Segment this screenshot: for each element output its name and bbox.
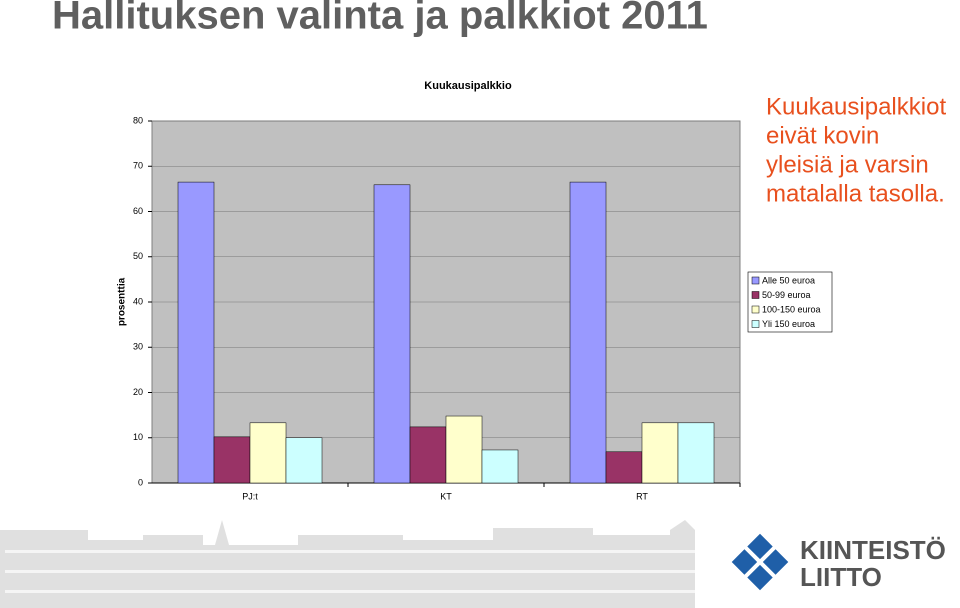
bar [481,449,519,484]
bar [641,422,679,484]
y-tick-label: 70 [133,161,143,171]
legend-label: Yli 150 euroa [762,319,815,329]
x-tick-label: RT [636,491,648,501]
logo-text: KIINTEISTÖ [800,535,946,565]
chart-title: Kuukausipalkkio [424,80,512,92]
y-axis-label: prosenttia [117,277,128,326]
y-tick-label: 80 [133,115,143,125]
bar [409,426,447,484]
side-text: yleisiä ja varsin [766,151,929,178]
legend-swatch [751,320,760,328]
bar [373,184,411,484]
bar [249,422,287,484]
legend-swatch [751,305,760,314]
y-tick-label: 60 [133,206,143,216]
legend-box [747,271,833,333]
bar [445,415,483,484]
bar [569,181,607,484]
skyline [0,520,695,608]
logo-icon [731,533,789,591]
y-tick-label: 0 [138,477,143,487]
y-tick-label: 50 [133,251,143,261]
legend-swatch [751,276,760,285]
slide-title: Hallituksen valinta ja palkkiot 2011 [52,0,708,38]
x-tick-label: KT [440,491,452,501]
legend-label: 50-99 euroa [762,290,811,300]
skyline-windows [5,550,705,593]
y-tick-label: 30 [133,342,143,352]
side-text: matalalla tasolla. [766,180,945,207]
x-tick-label: PJ:t [242,491,258,501]
y-tick-label: 40 [133,296,143,306]
bar [677,422,715,484]
side-text: Kuukausipalkkiot [766,93,946,120]
side-text: eivät kovin [766,122,879,149]
bar [605,451,643,484]
legend-label: Alle 50 euroa [762,275,815,285]
bar [285,437,323,484]
logo-text: LIITTO [800,562,882,592]
legend-swatch [751,291,760,299]
legend-label: 100-150 euroa [762,304,821,314]
y-tick-label: 20 [133,387,143,397]
bar [177,181,215,484]
y-tick-label: 10 [133,432,143,442]
bar [213,436,251,484]
